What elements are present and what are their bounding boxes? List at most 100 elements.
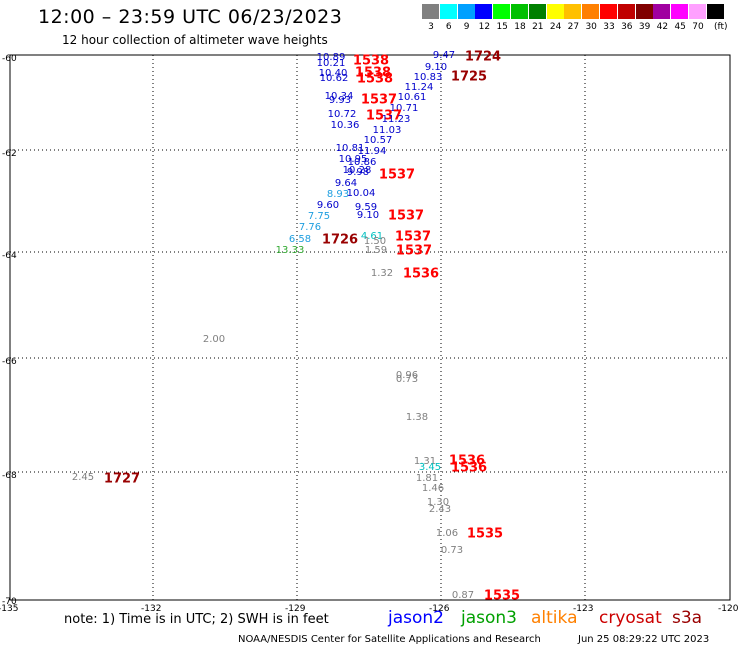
wave-height-label: 10.57 bbox=[363, 135, 393, 146]
map-title: 12:00 – 23:59 UTC 06/23/2023 bbox=[38, 6, 343, 28]
legend-label: 39 bbox=[638, 22, 651, 32]
legend-label: 42 bbox=[656, 22, 669, 32]
satellite-name-altika: altika bbox=[531, 608, 578, 628]
wave-height-label: 10.36 bbox=[330, 120, 360, 131]
wave-height-label: 9.64 bbox=[334, 178, 358, 189]
wave-height-label: 7.75 bbox=[307, 211, 331, 222]
wave-height-label: 10.21 bbox=[316, 58, 346, 69]
pass-time-label: 1537 bbox=[360, 92, 398, 108]
legend-swatch bbox=[475, 4, 493, 19]
legend-swatch bbox=[422, 4, 439, 19]
wave-height-label: 0.87 bbox=[451, 590, 475, 601]
map-subtitle: 12 hour collection of altimeter wave hei… bbox=[62, 33, 328, 47]
wave-height-label: 10.89 bbox=[316, 52, 346, 63]
wave-height-label: 2.45 bbox=[71, 472, 95, 483]
longitude-tick-label: -129 bbox=[285, 604, 306, 614]
legend-swatch bbox=[671, 4, 689, 19]
wave-height-label: 1.46 bbox=[421, 483, 445, 494]
pass-time-label: 1536 bbox=[448, 453, 486, 469]
graticule-grid bbox=[10, 55, 730, 600]
wave-height-label: 1.38 bbox=[405, 412, 429, 423]
legend-label: 21 bbox=[532, 22, 544, 32]
longitude-tick-label: -132 bbox=[141, 604, 162, 614]
wave-height-label: 9.10 bbox=[424, 62, 448, 73]
legend-swatch bbox=[493, 4, 511, 19]
wave-height-label: 4.61 bbox=[360, 231, 384, 242]
wave-height-label: 0.73 bbox=[440, 545, 464, 556]
pass-time-label: 1725 bbox=[450, 69, 488, 85]
wave-height-label: 10.86 bbox=[347, 157, 377, 168]
legend-label: 36 bbox=[621, 22, 633, 32]
pass-time-label: 1538 bbox=[356, 71, 394, 87]
wave-height-label: 10.72 bbox=[327, 109, 357, 120]
wave-height-label: 2.00 bbox=[202, 334, 226, 345]
pass-time-label: 1726 bbox=[321, 232, 359, 248]
legend-label: 33 bbox=[603, 22, 615, 32]
legend-swatch bbox=[600, 4, 617, 19]
legend-label: 24 bbox=[549, 22, 562, 32]
wave-height-label: 10.34 bbox=[324, 91, 354, 102]
legend-swatch bbox=[706, 4, 724, 19]
wave-height-label: 1.32 bbox=[370, 268, 394, 279]
wave-height-label: 10.40 bbox=[318, 68, 348, 79]
legend-swatch bbox=[528, 4, 546, 19]
legend-swatch bbox=[439, 4, 457, 19]
footer-note: note: 1) Time is in UTC; 2) SWH is in fe… bbox=[64, 612, 329, 627]
latitude-tick-label: -66 bbox=[2, 357, 17, 367]
pass-time-label: 1727 bbox=[103, 471, 141, 487]
pass-time-label: 1537 bbox=[387, 208, 425, 224]
wave-height-label: 10.83 bbox=[413, 72, 443, 83]
latitude-tick-label: -64 bbox=[2, 251, 17, 261]
wave-height-label: 10.04 bbox=[346, 188, 376, 199]
wave-height-label: 9.59 bbox=[354, 202, 378, 213]
satellite-name-cryosat: cryosat bbox=[599, 608, 662, 628]
wave-height-label: 1.50 bbox=[363, 236, 387, 247]
wave-height-label: 9.47 bbox=[432, 50, 456, 61]
latitude-tick-label: -62 bbox=[2, 149, 17, 159]
wave-height-label: 9.93 bbox=[328, 95, 352, 106]
satellite-name-jason2: jason2 bbox=[388, 608, 444, 628]
wave-height-label: 11.24 bbox=[404, 82, 434, 93]
wave-height-label: 10.28 bbox=[342, 165, 372, 176]
wave-height-label: 11.03 bbox=[372, 125, 402, 136]
legend-label: 18 bbox=[514, 22, 526, 32]
pass-time-label: 1535 bbox=[466, 526, 504, 542]
legend-swatch bbox=[653, 4, 671, 19]
pass-time-label: 1724 bbox=[464, 49, 502, 65]
wave-height-label: 6.58 bbox=[288, 234, 312, 245]
pass-time-label: 1538 bbox=[352, 53, 390, 69]
legend-swatch bbox=[564, 4, 582, 19]
latitude-tick-label: -70 bbox=[2, 597, 17, 607]
legend-label: 45 bbox=[674, 22, 686, 32]
legend-label: 12 bbox=[478, 22, 491, 32]
longitude-tick-label: -126 bbox=[429, 604, 450, 614]
wave-height-label: 1.06 bbox=[435, 528, 459, 539]
wave-height-label: 13.33 bbox=[275, 245, 305, 256]
wave-height-label: 9.60 bbox=[316, 200, 340, 211]
wave-height-label: 1.31 bbox=[413, 456, 437, 467]
legend-swatch bbox=[617, 4, 635, 19]
pass-time-label: 1537 bbox=[378, 167, 416, 183]
pass-time-label: 1536 bbox=[402, 266, 440, 282]
legend-swatch bbox=[582, 4, 600, 19]
legend-label: 15 bbox=[496, 22, 508, 32]
legend-label: 3 bbox=[428, 22, 434, 32]
latitude-tick-label: -60 bbox=[2, 54, 17, 64]
pass-time-label: 1535 bbox=[483, 588, 521, 604]
wave-height-label: 0.96 bbox=[395, 370, 419, 381]
wave-height-label: 10.62 bbox=[319, 73, 349, 84]
legend-unit: (ft) bbox=[714, 22, 728, 32]
pass-time-label: 1536 bbox=[450, 460, 488, 476]
wave-height-label: 9.10 bbox=[356, 210, 380, 221]
wave-height-label: 1.30 bbox=[426, 497, 450, 508]
wave-height-label: 2.43 bbox=[428, 504, 452, 515]
legend-swatch bbox=[546, 4, 564, 19]
wave-height-label: 11.23 bbox=[381, 114, 411, 125]
wave-height-label: 10.81 bbox=[335, 143, 365, 154]
satellite-name-s3a: s3a bbox=[672, 608, 703, 628]
generated-timestamp: Jun 25 08:29:22 UTC 2023 bbox=[578, 634, 710, 645]
map-border bbox=[9, 54, 731, 601]
pass-time-label: 1538 bbox=[354, 65, 392, 81]
wave-height-label: 11.94 bbox=[357, 146, 387, 157]
longitude-tick-label: -135 bbox=[0, 604, 19, 614]
